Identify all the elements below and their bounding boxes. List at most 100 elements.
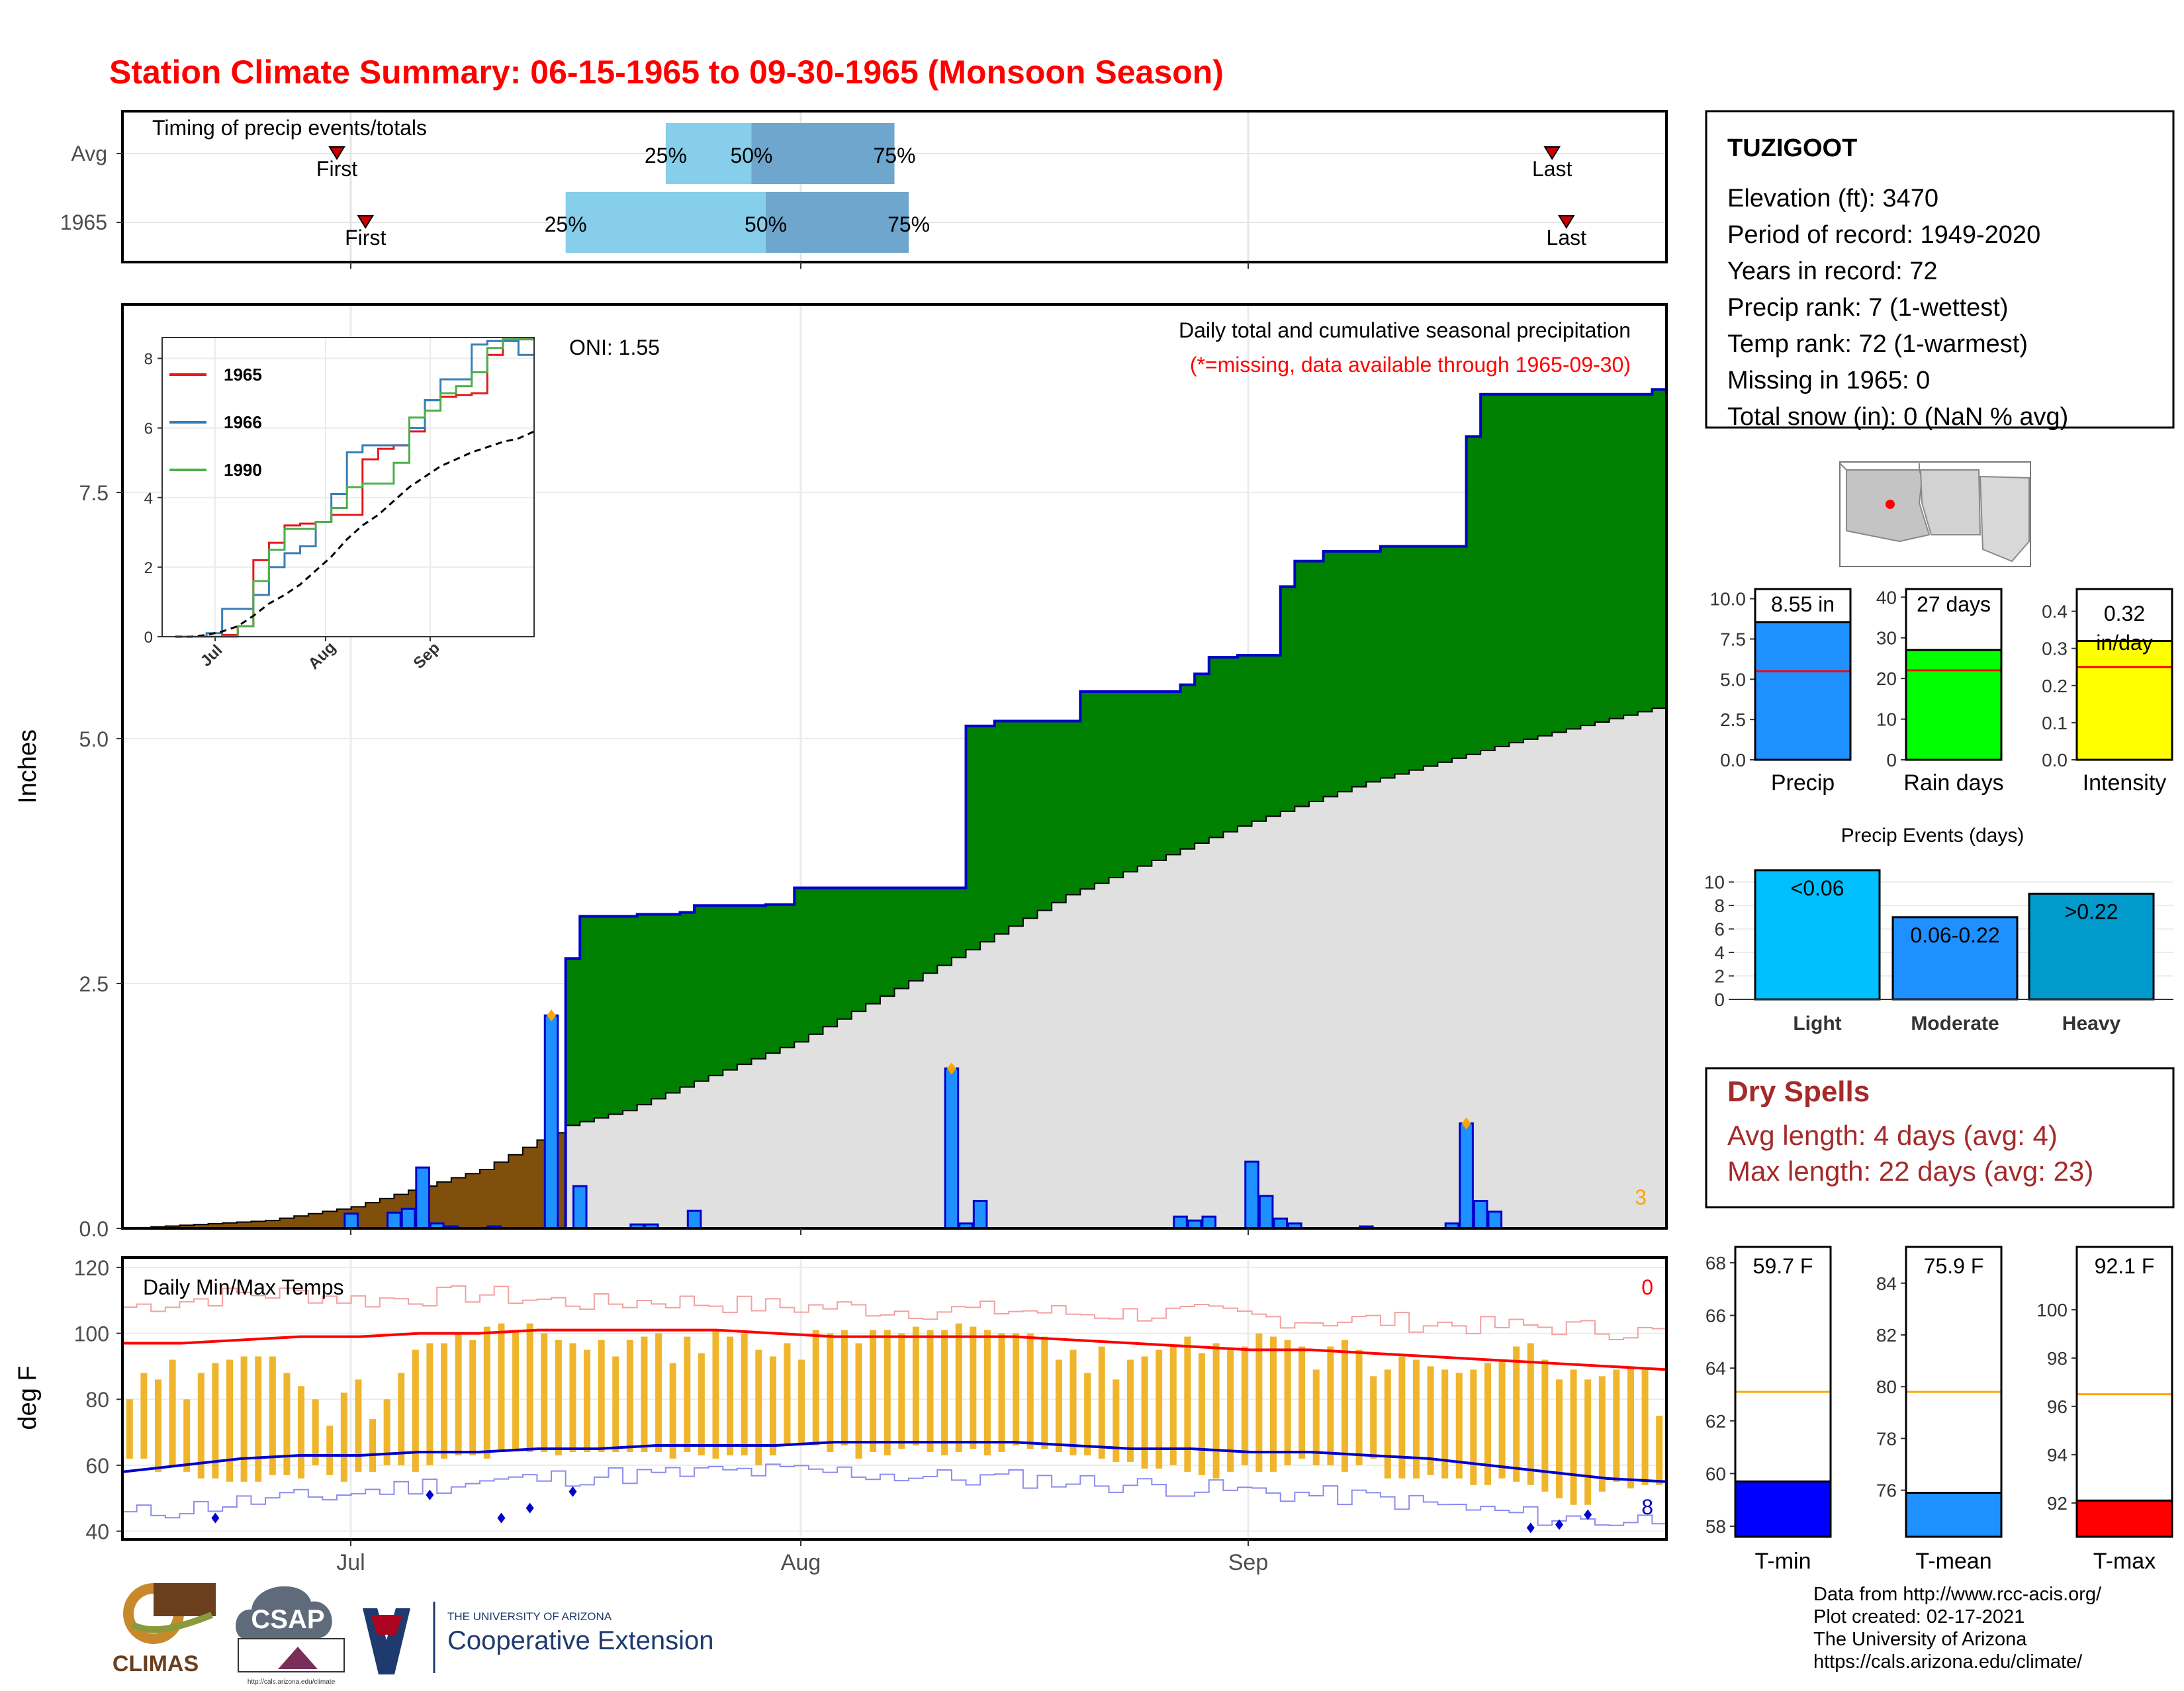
summary-ytick-label: 7.5 xyxy=(1720,629,1746,649)
timing-title: Timing of precip events/totals xyxy=(152,116,427,140)
daily-temp-range-bar xyxy=(1069,1349,1077,1455)
inset-xtick-label: Sep xyxy=(410,639,443,672)
daily-temp-range-bar xyxy=(1026,1333,1034,1449)
credit-line-3: The University of Arizona xyxy=(1813,1629,2027,1650)
dry-spells-max: Max length: 22 days (avg: 23) xyxy=(1727,1156,2093,1187)
daily-temp-range-bar xyxy=(1541,1359,1549,1492)
temp-ytick-label: 100 xyxy=(74,1322,109,1346)
daily-temp-range-bar xyxy=(927,1330,934,1452)
daily-temp-range-bar xyxy=(126,1399,133,1459)
inset-series-1990 xyxy=(175,338,534,638)
temp-ylabel: deg F xyxy=(14,1365,42,1430)
inset-legend-label: 1966 xyxy=(224,412,262,432)
daily-precip-bar xyxy=(400,1207,416,1230)
daily-temp-range-bar xyxy=(955,1323,962,1452)
daily-temp-range-bar xyxy=(1598,1376,1606,1492)
csap-logo-text: CSAP xyxy=(251,1605,324,1634)
daily-precip-bar xyxy=(944,1067,960,1230)
daily-temp-range-bar xyxy=(727,1336,734,1455)
temp-summary-category-label: T-max xyxy=(2093,1549,2156,1574)
daily-temp-range-bar xyxy=(483,1326,490,1459)
average-min-temp-line xyxy=(122,1441,1667,1483)
temp-panel: 40 60 80 100 120 Daily Min/Max Temps 0 8 deg… xyxy=(14,1256,1668,1575)
daily-temp-range-bar xyxy=(1241,1346,1248,1465)
temp-summary-category-label: T-min xyxy=(1755,1549,1811,1574)
timing-last-marker xyxy=(1558,215,1575,229)
inset-xtick-label: Aug xyxy=(305,639,340,673)
daily-temp-range-bar xyxy=(1141,1356,1148,1469)
daily-temp-range-bar xyxy=(669,1363,676,1459)
summary-ytick-label: 0.0 xyxy=(2042,750,2068,770)
events-ytick-label: 0 xyxy=(1714,989,1725,1010)
events-bar-light xyxy=(1754,869,1881,1001)
temp-panel-title: Daily Min/Max Temps xyxy=(143,1275,343,1299)
timing-bar-50-75 xyxy=(766,192,909,253)
events-bar-moderate xyxy=(1891,916,2019,1001)
daily-temp-range-bar xyxy=(426,1343,433,1465)
timing-p75-label: 75% xyxy=(887,212,930,236)
daily-temp-range-bar xyxy=(841,1330,848,1445)
temp-ytick-label: 80 xyxy=(85,1388,109,1412)
temp-corner-max: 0 xyxy=(1641,1275,1653,1299)
timing-first-marker xyxy=(328,146,345,160)
daily-precip-bar xyxy=(387,1211,402,1230)
daily-temp-range-bar xyxy=(312,1399,319,1465)
daily-temp-range-bar xyxy=(1041,1336,1048,1449)
daily-precip-bar xyxy=(572,1185,588,1230)
daily-temp-range-bar xyxy=(1498,1359,1506,1479)
daily-temp-range-bar xyxy=(1298,1346,1306,1459)
summary-ytick-label: 2.5 xyxy=(1720,709,1746,730)
daily-temp-range-bar xyxy=(1169,1346,1177,1465)
events-category-label: Heavy xyxy=(2062,1013,2121,1034)
summary-category-label: Rain days xyxy=(1903,770,2003,796)
daily-temp-range-bar xyxy=(1527,1343,1534,1485)
daily-temp-range-bar xyxy=(983,1330,991,1455)
summary-value-unit: in/day xyxy=(2096,631,2152,655)
summary-frame xyxy=(2075,588,2173,761)
timing-last-marker xyxy=(1543,146,1561,160)
daily-precip-bar xyxy=(1473,1199,1488,1230)
daily-temp-range-bar xyxy=(212,1363,219,1479)
daily-temp-range-bar xyxy=(755,1349,762,1465)
daily-temp-range-bar xyxy=(827,1333,834,1452)
record-low-marker xyxy=(1526,1522,1535,1533)
summary-value-label: 27 days xyxy=(1917,592,1991,616)
summary-label-bg xyxy=(1756,590,1849,617)
temp-summary-bar-t-min xyxy=(1734,1480,1832,1538)
daily-temp-range-bar xyxy=(1269,1336,1277,1472)
oni-label: ONI: 1.55 xyxy=(569,336,660,359)
dry-spells-title: Dry Spells xyxy=(1727,1075,1870,1108)
precip-ytick-2: 5.0 xyxy=(79,727,109,751)
daily-temp-range-bar xyxy=(870,1330,877,1452)
above-average-area xyxy=(565,389,1666,1126)
precip-ytick-0: 0.0 xyxy=(79,1217,109,1241)
temp-summary-ytick-label: 68 xyxy=(1706,1253,1726,1273)
precip-ytick-1: 2.5 xyxy=(79,972,109,996)
daily-temp-range-bar xyxy=(240,1356,248,1482)
daily-precip-bar xyxy=(415,1166,430,1230)
daily-precip-bar xyxy=(1258,1195,1274,1230)
record-low-marker xyxy=(1584,1509,1592,1520)
daily-temp-range-bar xyxy=(155,1379,162,1472)
inset-ytick-label: 8 xyxy=(144,351,153,369)
summary-frame xyxy=(1905,588,2003,761)
temp-summary-value-label: 59.7 F xyxy=(1753,1254,1813,1278)
temperature-summary-bars: 58 60 62 64 66 68 59.7 F T-min 76 78 80 82 84 75.9 F T… xyxy=(1706,1246,2173,1574)
temp-summary-ytick-label: 64 xyxy=(1706,1358,1726,1379)
temp-summary-bar-t-mean xyxy=(1905,1492,2003,1538)
timing-p25-label: 25% xyxy=(545,212,587,236)
new-mexico-state-shape xyxy=(1919,469,1981,535)
summary-ytick-label: 10.0 xyxy=(1710,589,1747,610)
daily-temp-range-bar xyxy=(255,1356,262,1482)
daily-temp-range-bar xyxy=(1470,1369,1477,1485)
daily-temp-range-bar xyxy=(698,1353,705,1455)
summary-value-label: 0.32 xyxy=(2104,602,2145,625)
summary-category-label: Precip xyxy=(1771,770,1835,796)
daily-precip-bar xyxy=(543,1014,559,1230)
timing-row-1965-label: 1965 xyxy=(60,210,107,234)
events-title: Precip Events (days) xyxy=(1841,825,2025,846)
daily-temp-range-bar xyxy=(884,1330,891,1455)
daily-temp-range-bar xyxy=(1441,1369,1449,1479)
below-average-area xyxy=(136,1132,566,1228)
